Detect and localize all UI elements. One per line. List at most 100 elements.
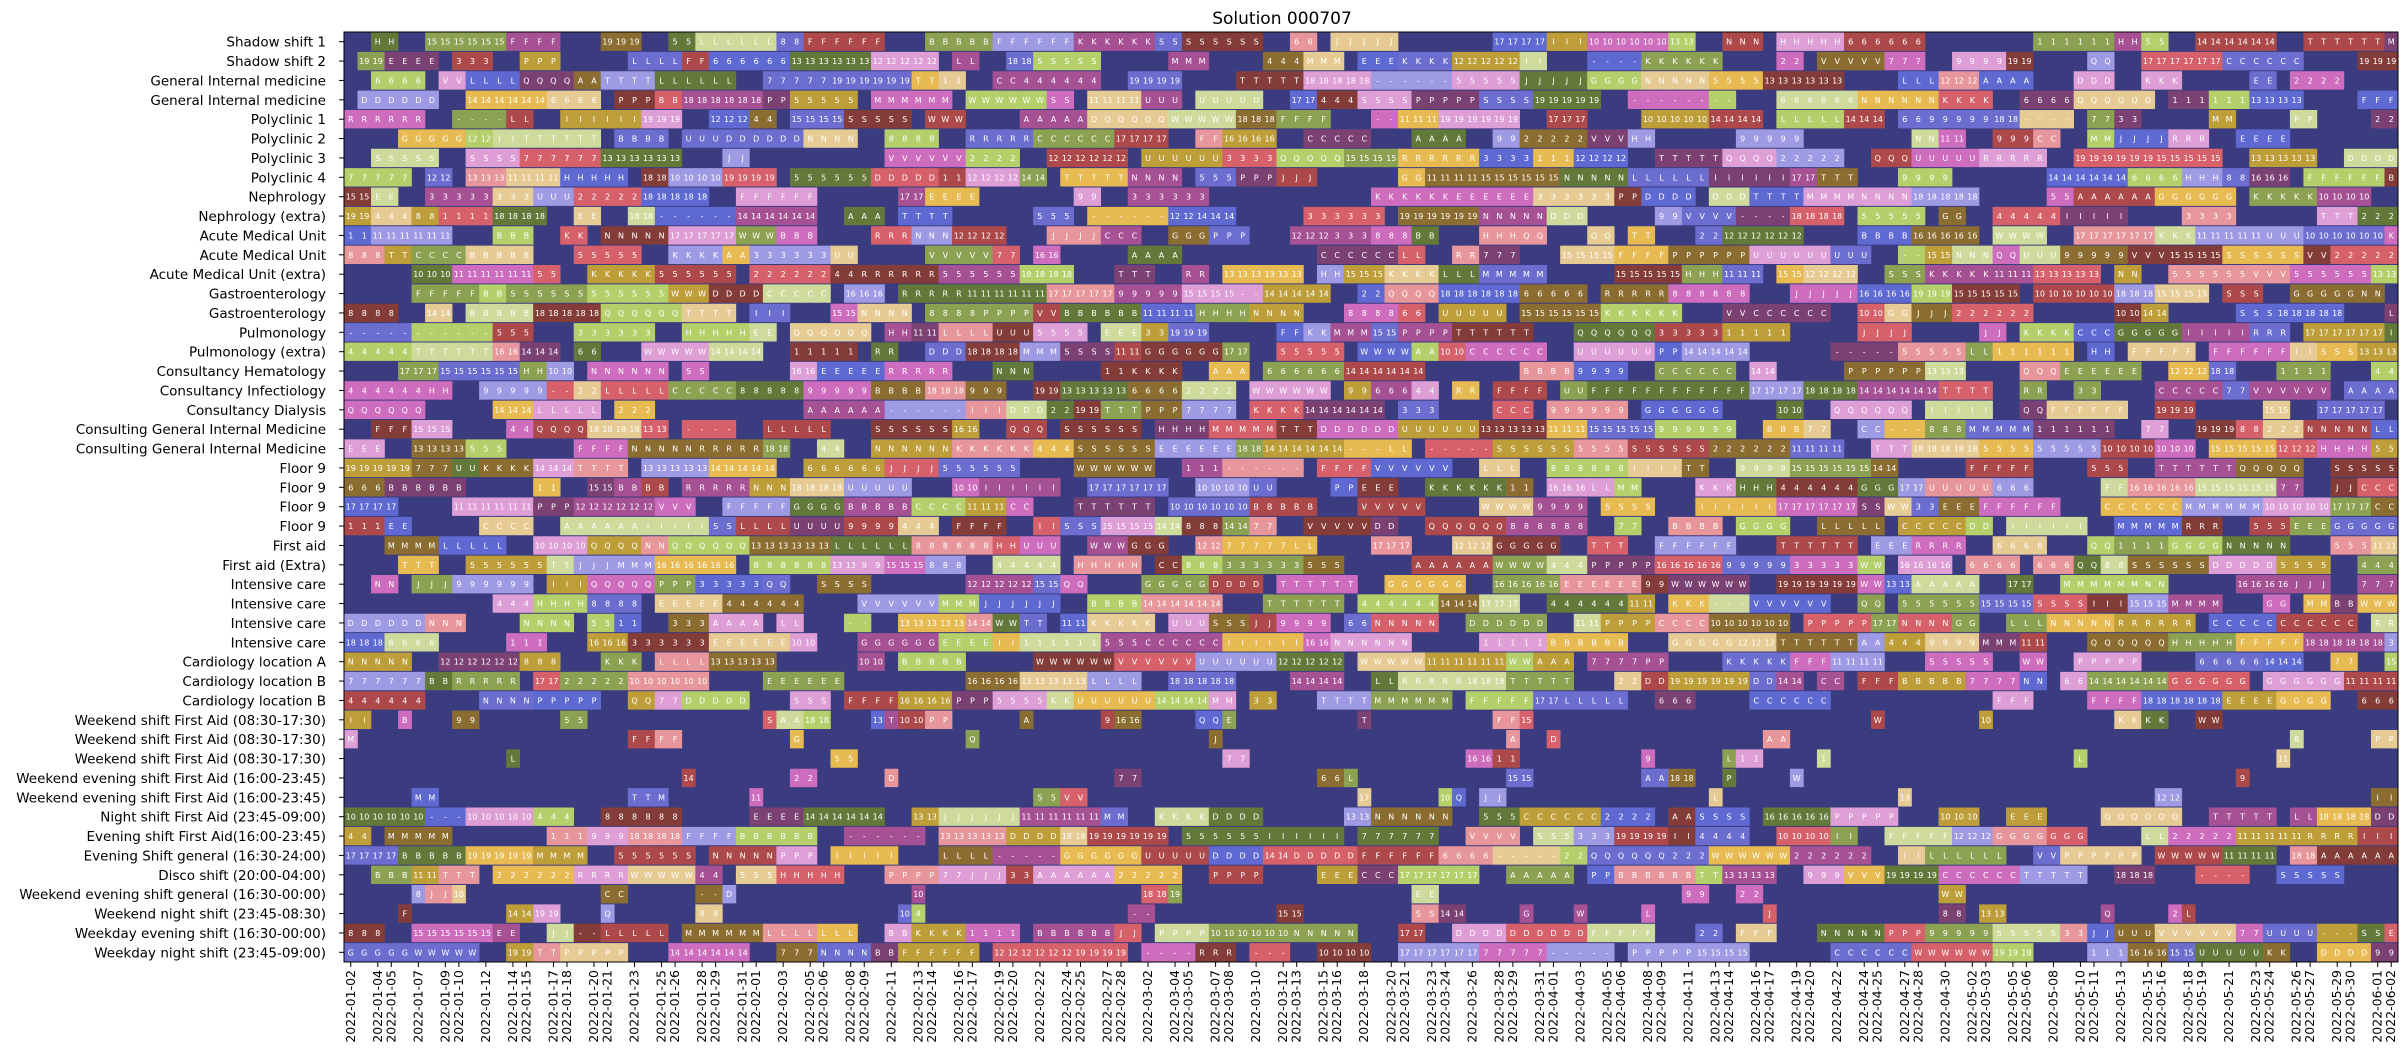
heatmap-cell-label: B	[916, 386, 922, 395]
heatmap-cell-label: 5	[794, 173, 799, 182]
heatmap-cell-label: D	[713, 290, 719, 299]
heatmap-cell-label: C	[794, 290, 800, 299]
heatmap-cell-label: T	[1685, 154, 1691, 163]
heatmap-cell-label: E	[1105, 328, 1110, 337]
heatmap-cell-label: V	[2321, 251, 2327, 260]
heatmap-cell-label: 2	[2389, 115, 2394, 124]
heatmap-cell-label: 17	[1224, 348, 1234, 357]
heatmap-cell-label: 19	[2359, 57, 2369, 66]
heatmap-cell-label: 12	[1102, 154, 1112, 163]
heatmap-cell-label: E	[1524, 193, 1529, 202]
heatmap-cell-label: E	[1470, 193, 1475, 202]
heatmap-cell-label: I	[2106, 212, 2108, 221]
heatmap-cell-label: 1	[2186, 96, 2191, 105]
heatmap-cell-label: H	[1794, 38, 1800, 47]
heatmap-cell-label: -	[1917, 251, 1920, 260]
heatmap-cell-label: S	[902, 425, 907, 434]
heatmap-cell-label: M	[1509, 270, 1516, 279]
heatmap-cell-label: 19	[1075, 406, 1085, 415]
heatmap-cell-label: 7	[2091, 115, 2096, 124]
heatmap-cell-label: U	[1578, 386, 1584, 395]
heatmap-cell-label: R	[416, 115, 422, 124]
heatmap-cell-label: S	[1213, 38, 1218, 47]
heatmap-cell-label: C	[1821, 309, 1827, 318]
heatmap-cell-label: T	[1077, 173, 1083, 182]
heatmap-cell-label: 13	[805, 57, 815, 66]
heatmap-cell-label: 8	[1389, 231, 1394, 240]
heatmap-cell-label: 18	[1346, 76, 1356, 85]
heatmap-cell-label: A	[740, 251, 746, 260]
heatmap-cell-label: H	[2131, 38, 2137, 47]
heatmap-cell-label: H	[1199, 425, 1205, 434]
heatmap-cell-label: 4	[362, 386, 367, 395]
heatmap-cell-label: 18	[548, 309, 558, 318]
heatmap-cell-label: S	[1091, 57, 1096, 66]
heatmap-cell-label: K	[1416, 270, 1422, 279]
heatmap-cell-label: 9	[483, 386, 488, 395]
heatmap-cell-label: W	[766, 231, 774, 240]
heatmap-cell-label: H	[1632, 135, 1638, 144]
heatmap-cell-label: 5	[1200, 173, 1205, 182]
heatmap-cell-label: U	[2280, 231, 2286, 240]
heatmap-cell-label: 11	[1156, 309, 1166, 318]
heatmap-cell-label: H	[605, 173, 611, 182]
heatmap-cell-label: 18	[2319, 309, 2329, 318]
heatmap-cell-label: F	[1538, 386, 1543, 395]
heatmap-cell-label: V	[1699, 212, 1705, 221]
heatmap-cell-label: 2	[754, 270, 759, 279]
heatmap-cell-label: T	[591, 135, 597, 144]
heatmap-cell-label: Q	[1726, 154, 1732, 163]
heatmap-cell-label: S	[375, 154, 380, 163]
heatmap-cell-label: 17	[1548, 115, 1558, 124]
heatmap-cell-label: W	[982, 96, 990, 105]
heatmap-cell-label: 3	[2227, 212, 2232, 221]
heatmap-cell-label: 8	[362, 309, 367, 318]
heatmap-cell-label: C	[429, 251, 435, 260]
heatmap-cell-label: 18	[1440, 290, 1450, 299]
heatmap-cell-label: 19	[1927, 290, 1937, 299]
heatmap-cell-label: B	[1064, 309, 1070, 318]
heatmap-cell-label: K	[591, 270, 597, 279]
heatmap-cell-label: C	[1497, 348, 1503, 357]
heatmap-cell-label: -	[2065, 115, 2068, 124]
heatmap-cell-label: F	[700, 57, 705, 66]
heatmap-cell-label: V	[1726, 309, 1732, 318]
heatmap-cell-label: 13	[2305, 154, 2315, 163]
heatmap-cell-label: Q	[2050, 367, 2056, 376]
heatmap-cell-label: S	[1159, 38, 1164, 47]
heatmap-cell-label: K	[1956, 270, 1962, 279]
heatmap-cell-label: 2	[808, 270, 813, 279]
heatmap-cell-label: S	[2227, 290, 2232, 299]
heatmap-cell-label: 8	[429, 212, 434, 221]
heatmap-cell-label: 2	[1713, 231, 1718, 240]
heatmap-cell-label: 6	[2172, 173, 2177, 182]
heatmap-cell-label: 11	[1454, 173, 1464, 182]
heatmap-cell-label: 18	[1238, 115, 1248, 124]
heatmap-cell-label: F	[375, 425, 380, 434]
heatmap-cell-label: -	[1647, 96, 1650, 105]
heatmap-cell-label: B	[970, 38, 976, 47]
heatmap-cell-label: 14	[481, 96, 491, 105]
heatmap-cell-label: T	[1266, 76, 1272, 85]
heatmap-cell-label: F	[511, 38, 516, 47]
heatmap-cell-label: 5	[686, 270, 691, 279]
heatmap-cell-label: K	[1416, 57, 1422, 66]
heatmap-cell-label: -	[1160, 212, 1163, 221]
heatmap-cell-label: C	[767, 290, 773, 299]
heatmap-cell-label: 2	[591, 386, 596, 395]
heatmap-cell-label: 6	[767, 57, 772, 66]
heatmap-cell-label: 11	[1575, 425, 1585, 434]
heatmap-cell-label: 16	[1900, 290, 1910, 299]
heatmap-cell-label: N	[1672, 76, 1678, 85]
heatmap-cell-label: 9	[1943, 173, 1948, 182]
heatmap-cell-label: N	[1267, 309, 1273, 318]
heatmap-cell-label: 1	[1997, 348, 2002, 357]
heatmap-cell-label: 1	[1727, 328, 1732, 337]
heatmap-cell-label: T	[523, 135, 529, 144]
heatmap-cell-label: -	[903, 406, 906, 415]
heatmap-cell-label: C	[1037, 135, 1043, 144]
heatmap-cell-label: D	[740, 135, 746, 144]
heatmap-cell-label: 9	[997, 386, 1002, 395]
heatmap-cell-label: 7	[362, 173, 367, 182]
heatmap-cell-label: 14	[2089, 173, 2099, 182]
